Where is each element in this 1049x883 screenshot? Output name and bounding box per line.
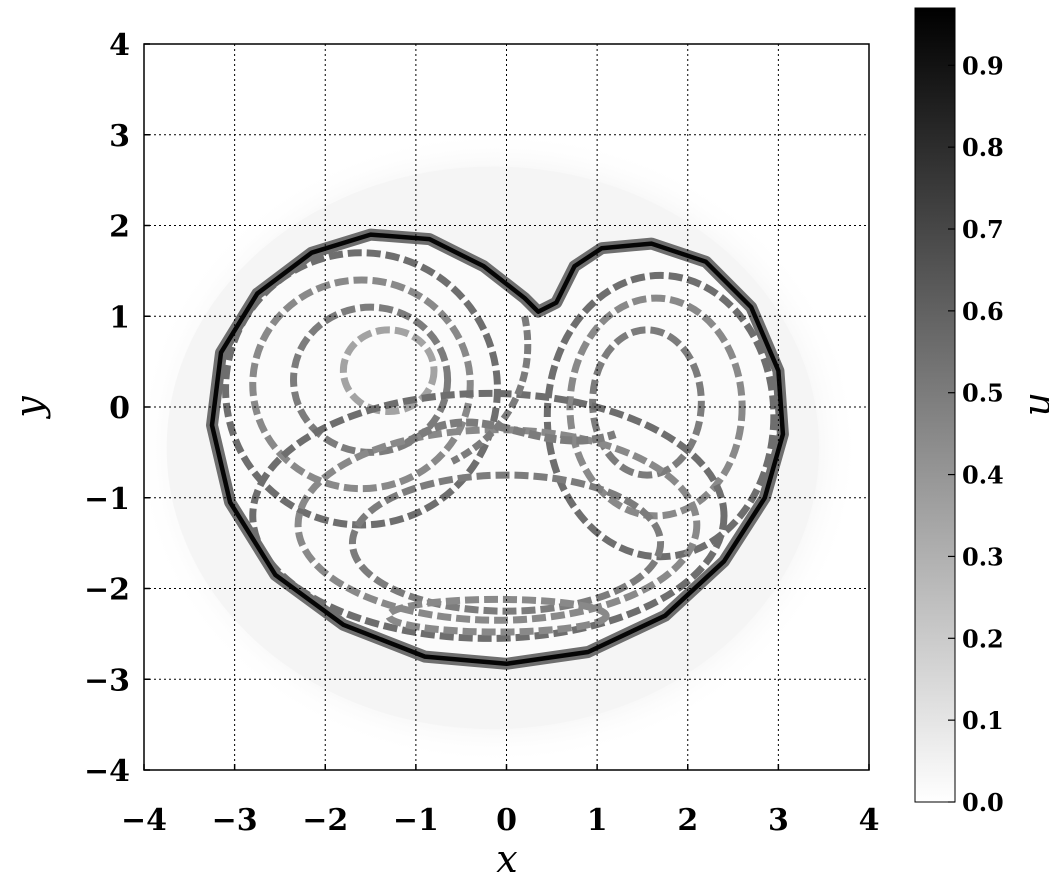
boundary-ring — [209, 232, 786, 667]
notch-filament — [450, 315, 532, 465]
colorbar-tick-label: 0.1 — [962, 706, 1004, 735]
colorbar-gradient — [914, 7, 956, 803]
x-axis-label: x — [496, 837, 517, 881]
heatmap-field — [144, 130, 860, 766]
x-tick-label: 0 — [496, 803, 517, 838]
x-tick-label: −3 — [212, 803, 258, 838]
grid — [144, 44, 869, 770]
y-tick-label: −1 — [84, 482, 130, 517]
colorbar-tick-label: 0.6 — [962, 297, 1004, 326]
y-ticks: −4 −3 −2 −1 0 1 2 3 4 — [84, 28, 150, 789]
x-tick-label: −1 — [393, 803, 439, 838]
y-tick-label: −3 — [84, 663, 130, 698]
colorbar-tick-label: 0.4 — [962, 461, 1004, 490]
swirl-bands — [222, 249, 778, 642]
colorbar-tick-label: 0.7 — [962, 215, 1004, 244]
colorbar-tick-label: 0.9 — [962, 51, 1004, 80]
swirl-band — [249, 389, 728, 642]
x-tick-label: 3 — [768, 803, 789, 838]
colorbar: 0.0 0.1 0.2 0.3 0.4 0.5 0.6 0.7 0.8 0.9 h — [914, 7, 1049, 817]
x-tick-label: 1 — [587, 803, 608, 838]
y-tick-label: −2 — [84, 573, 130, 608]
colorbar-ticks: 0.0 0.1 0.2 0.3 0.4 0.5 0.6 0.7 0.8 0.9 — [948, 51, 1004, 817]
x-tick-label: −2 — [302, 803, 348, 838]
colorbar-label: h — [1021, 393, 1049, 417]
y-tick-label: 4 — [109, 28, 130, 63]
x-tick-label: 2 — [677, 803, 698, 838]
x-tick-label: −4 — [121, 803, 167, 838]
y-tick-label: 0 — [109, 391, 130, 426]
colorbar-tick-label: 0.2 — [962, 624, 1004, 653]
swirl-band — [385, 595, 610, 636]
colorbar-tick-label: 0.8 — [962, 133, 1004, 162]
x-tick-label: 4 — [859, 803, 880, 838]
x-ticks: −4 −3 −2 −1 0 1 2 3 4 — [121, 764, 879, 838]
y-tick-label: 3 — [109, 119, 130, 154]
y-axis-label: y — [7, 396, 51, 420]
swirl-band — [249, 276, 474, 493]
swirl-band — [290, 303, 452, 456]
y-tick-label: −4 — [84, 754, 130, 789]
swirl-band — [339, 326, 438, 416]
y-tick-label: 2 — [109, 210, 130, 245]
colorbar-tick-label: 0.3 — [962, 542, 1004, 571]
colorbar-tick-label: 0.5 — [962, 379, 1004, 408]
plot-area — [143, 43, 870, 771]
central-filament — [404, 418, 617, 447]
y-tick-label: 1 — [109, 300, 130, 335]
colorbar-tick-label: 0.0 — [962, 788, 1004, 817]
